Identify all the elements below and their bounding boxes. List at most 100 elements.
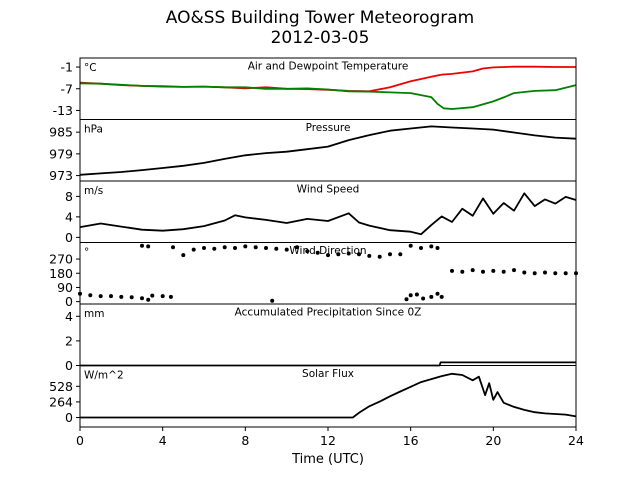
panel-4-point [140,243,144,248]
panel-6-series-line [80,372,577,419]
x-tick-label: 8 [241,433,249,448]
figure-title: AO&SS Building Tower Meteorogram [165,8,475,28]
panel-4-point [146,297,151,302]
panel-unit-label: °C [84,62,97,74]
panel-1-series-line [79,82,577,110]
panel-4-point [160,294,165,299]
panel-4-point [222,245,227,250]
panel-4-point [491,268,496,273]
panel-4-point [212,246,217,251]
panel-4-point [284,247,289,252]
panel-4-point [98,294,103,299]
panel-4-point [450,268,454,273]
panel-4-point [435,246,440,250]
panel-4-point [439,294,444,299]
y-tick-label: 4 [65,309,73,324]
panel-4-point [326,253,330,258]
panel-4-point [191,247,196,252]
y-tick-label: 2 [65,333,73,348]
panel-4-point [253,245,258,250]
panel-4-point [398,252,403,257]
panel-4-point [150,293,155,298]
panel-4-point [305,249,310,254]
panel-4-point [512,268,516,273]
y-tick-label: 4 [65,209,73,224]
panel-4-point [532,271,537,276]
panel-4-point [140,296,144,301]
panel-4-point [171,245,175,250]
x-tick-label: 24 [568,433,584,448]
y-tick-label: 264 [49,394,73,409]
panel-4-point [481,269,485,274]
panel-title: Wind Direction [289,245,366,257]
panel-4-point [357,252,361,257]
panel-4-point [429,294,434,299]
panel-4-point [460,269,465,274]
panel-4-point [563,271,568,276]
y-tick-label: 180 [49,266,73,281]
y-tick-label: 0 [65,294,73,309]
figure-subtitle: 2012-03-05 [270,28,370,48]
panel-4-point [429,244,434,249]
panel-unit-label: mm [84,308,104,320]
panel-4-point [419,246,423,250]
panel-title: Wind Speed [297,184,360,196]
y-tick-label: 0 [65,358,73,373]
panel-4-point [129,295,134,300]
x-tick-label: 12 [320,433,336,448]
panel-4-point [146,244,151,249]
y-tick-label: 0 [65,230,73,245]
y-tick-label: 985 [49,125,73,140]
panel-unit-label: m/s [84,185,103,197]
panel-4-point [414,292,419,297]
panel-title: Air and Dewpoint Temperature [248,61,409,73]
panel-4-point [470,268,475,273]
panel-unit-label: W/m^2 [84,370,124,382]
panel-4-point [435,291,440,296]
panel-4-point [119,294,124,299]
x-tick-label: 20 [485,433,501,448]
panel-4-point [522,270,527,275]
y-tick-label: 270 [49,252,73,267]
panel-4-point [377,254,382,259]
y-tick-label: 90 [57,280,73,295]
panel-4-point [295,245,299,250]
panel-4-point [181,253,186,258]
panel-4-point [168,294,173,299]
panel-4-point [501,269,506,274]
panel-4-point [88,293,93,298]
panel-unit-label: ° [84,247,89,259]
y-tick-label: -13 [53,103,73,118]
y-tick-label: 979 [49,146,73,161]
y-tick-label: 0 [65,410,73,425]
panel-4-point [408,243,413,248]
panel-4-point [367,253,372,258]
panel-4-point [233,246,237,250]
y-tick-label: 528 [49,379,73,394]
panel-4-point [408,293,413,298]
panel-4-point [543,270,547,275]
y-tick-label: -1 [61,60,73,75]
y-tick-label: 8 [65,189,73,204]
panel-4-point [315,250,320,255]
x-tick-label: 16 [403,433,419,448]
panel-4-point [270,298,275,303]
panel-4-point [109,294,113,299]
panel-4-point [274,246,279,251]
panel-title: Solar Flux [302,368,354,380]
x-axis-label: Time (UTC) [291,452,364,467]
panel-title: Accumulated Precipitation Since 0Z [235,307,422,319]
panel-4-point [388,252,392,257]
panel-4-point [202,246,206,250]
panel-unit-label: hPa [84,124,103,136]
panel-4-point [243,244,248,249]
x-tick-label: 4 [159,433,167,448]
panel-4-point [346,251,351,256]
panel-4-point [421,296,426,301]
panel-3-series-line [79,192,577,236]
panel-title: Pressure [306,122,351,134]
panel-4-point [553,271,558,276]
panel-2-series-line [79,125,577,176]
panel-4-point [404,297,409,302]
